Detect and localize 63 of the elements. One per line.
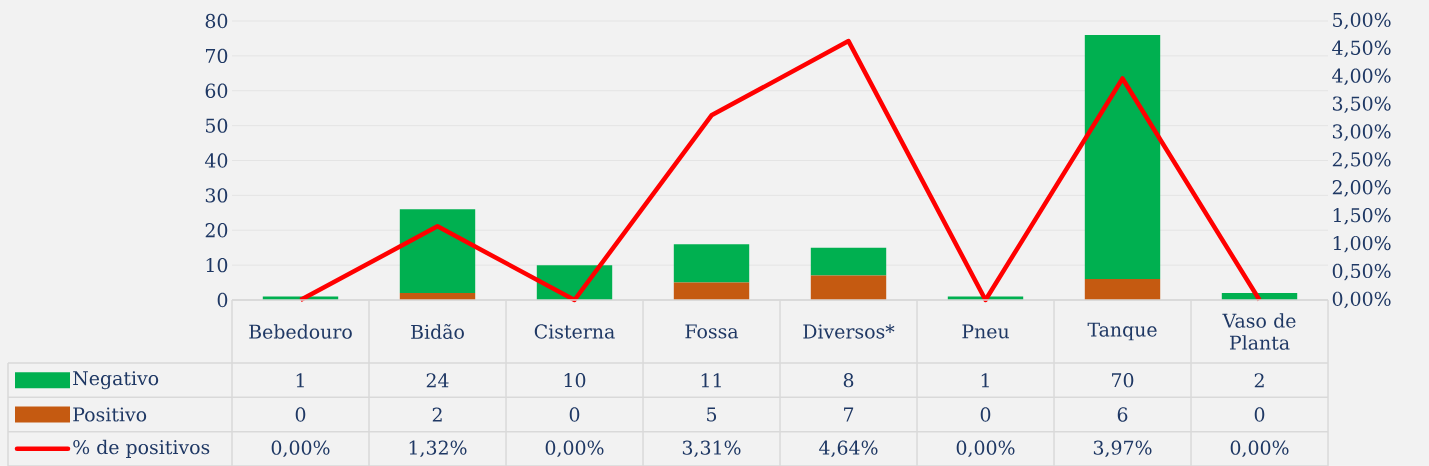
bar: [673, 244, 750, 283]
y2-tick-label: 1,50%: [1333, 207, 1391, 225]
x-tick-label: Tanque: [1087, 322, 1157, 341]
y2-tick-label: 4,00%: [1332, 68, 1391, 86]
data-label: 24: [426, 373, 449, 388]
y2-tick-label: 3,00%: [1332, 124, 1391, 141]
x-tick-label: Pneu: [962, 324, 1009, 339]
y2-tick-label: 0,50%: [1332, 263, 1391, 281]
data-label: 0: [980, 407, 991, 422]
data-label: 0: [1254, 407, 1265, 422]
y-tick-label: 80: [205, 13, 228, 29]
bar: [810, 275, 887, 300]
x-tick-label: Cisterna: [534, 324, 615, 339]
data-label: 1,32%: [409, 440, 467, 458]
bar: [399, 209, 476, 294]
y-tick-label: 30: [205, 188, 228, 203]
data-label: 2: [1254, 373, 1264, 388]
x-tick-label: Vaso de Planta: [1222, 313, 1296, 350]
y2-tick-label: 3,50%: [1332, 96, 1391, 114]
bar: [673, 282, 750, 300]
legend-label: Negativo: [73, 371, 159, 390]
bar: [1084, 34, 1161, 280]
data-label: 11: [701, 373, 721, 388]
data-label: 0: [295, 407, 306, 422]
y-tick-label: 50: [206, 118, 228, 133]
data-label: 0,00%: [545, 440, 604, 458]
line-series: [298, 38, 1262, 303]
data-label: 0,00%: [271, 440, 330, 458]
legend-label: % de positivos: [73, 439, 210, 458]
y2-tick-label: 5,00%: [1333, 12, 1391, 30]
data-label: 4,64%: [819, 440, 878, 458]
y-tick-label: 10: [206, 257, 228, 273]
data-label: 6: [1117, 407, 1128, 422]
y-tick-label: 0: [217, 292, 228, 308]
x-tick-label: Bebedouro: [249, 324, 352, 339]
legend-label: Positivo: [73, 407, 147, 422]
data-label: 0,00%: [956, 440, 1015, 458]
y-tick-label: 60: [205, 83, 228, 98]
y2-tick-label: 4,50%: [1332, 40, 1391, 58]
data-label: 2: [432, 407, 442, 422]
data-label: 3,97%: [1093, 440, 1152, 458]
x-tick-label: Bidão: [411, 324, 464, 339]
data-label: 3,31%: [682, 440, 741, 458]
bar: [810, 247, 887, 276]
x-tick-label: Diversos*: [803, 324, 895, 339]
bar: [1084, 279, 1161, 300]
data-label: 5: [707, 407, 717, 422]
data-label: 10: [564, 373, 586, 388]
y2-tick-label: 2,50%: [1332, 152, 1391, 169]
data-label: 1: [981, 373, 989, 388]
y-tick-label: 70: [205, 48, 228, 64]
y2-tick-label: 0,00%: [1332, 291, 1391, 309]
data-label: 1: [296, 373, 304, 388]
data-label: 8: [843, 373, 854, 388]
y2-tick-label: 1,00%: [1333, 235, 1391, 253]
y2-tick-label: 2,00%: [1332, 180, 1391, 197]
data-label: 7: [844, 407, 854, 422]
data-label: 70: [1112, 373, 1134, 388]
x-tick-label: Fossa: [685, 324, 739, 339]
y-tick-label: 20: [205, 223, 228, 238]
y-tick-label: 40: [204, 153, 228, 168]
data-label: 0: [569, 407, 580, 422]
data-label: 0,00%: [1230, 440, 1289, 458]
